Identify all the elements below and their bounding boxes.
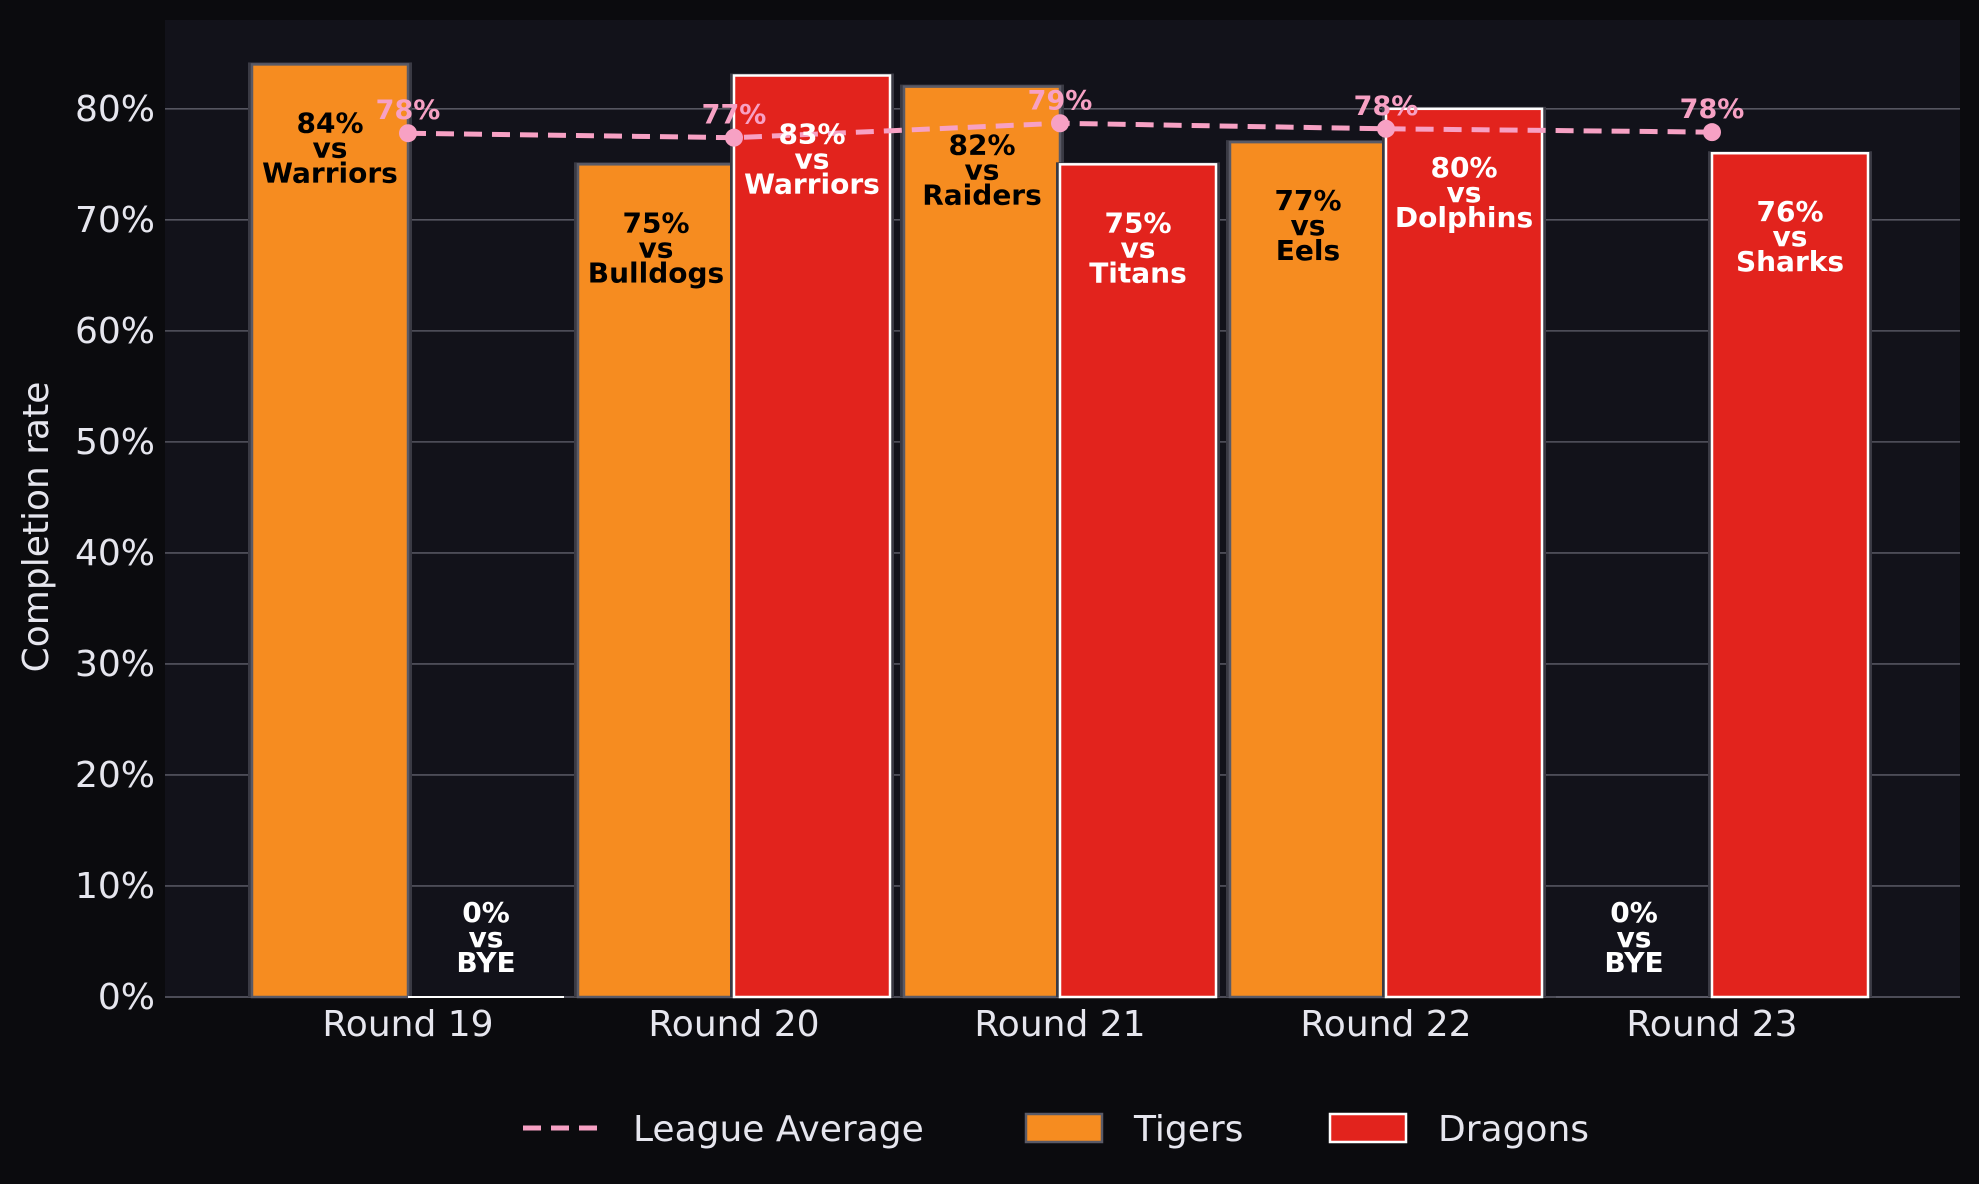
bars	[248, 62, 1872, 999]
bar-value-label: 76%	[1756, 195, 1823, 228]
league-average-point	[1051, 114, 1069, 133]
bar-value-label: Warriors	[744, 168, 880, 201]
bar-value-label: Warriors	[262, 156, 398, 189]
x-tick-label: Round 23	[1626, 1004, 1797, 1045]
league-average-point	[399, 124, 417, 143]
league-average-label: 79%	[1028, 85, 1093, 116]
x-tick-label: Round 20	[648, 1004, 819, 1045]
legend-tigers-swatch	[1024, 1112, 1104, 1144]
legend-dragons-label: Dragons	[1438, 1109, 1589, 1150]
legend-tigers-label: Tigers	[1133, 1109, 1243, 1150]
tigers-bar-19	[250, 63, 410, 999]
bar-value-label: 0%	[1610, 896, 1658, 929]
x-tick-label: Round 19	[322, 1004, 493, 1045]
bar-value-label: 75%	[1104, 206, 1171, 239]
bar-value-label: Bulldogs	[588, 256, 724, 289]
league-average-point	[1377, 119, 1395, 138]
league-average-label: 78%	[1680, 94, 1745, 125]
y-axis: 0% 10% 20% 30% 40% 50% 60% 70% 80%	[75, 89, 155, 1018]
y-tick-label: 70%	[75, 200, 155, 241]
bar-value-label: vs	[1617, 921, 1652, 954]
y-tick-label: 50%	[75, 422, 155, 463]
y-tick-label: 30%	[75, 644, 155, 685]
y-axis-label: Completion rate	[16, 382, 57, 673]
dragons-bar-21	[1058, 163, 1218, 999]
legend: League Average Tigers Dragons	[523, 1109, 1589, 1150]
dragons-bar-23	[1710, 151, 1870, 999]
bar-value-label: vs	[1447, 176, 1482, 209]
bar-value-label: vs	[965, 154, 1000, 187]
bar-value-label: vs	[1121, 231, 1156, 264]
bar-value-label: 0%	[462, 896, 510, 929]
bar-value-label: 80%	[1430, 151, 1497, 184]
x-axis: Round 19 Round 20 Round 21 Round 22 Round 23	[322, 1004, 1797, 1045]
tigers-bar-22	[1228, 140, 1388, 999]
bar-value-label: Sharks	[1736, 245, 1844, 278]
bar-value-label: Titans	[1089, 256, 1187, 289]
tigers-bar-20	[576, 163, 736, 999]
y-tick-label: 80%	[75, 89, 155, 130]
bar-value-label: vs	[313, 131, 348, 164]
y-tick-label: 40%	[75, 533, 155, 574]
bar-value-label: vs	[639, 231, 674, 264]
bar-value-label: Eels	[1276, 234, 1340, 267]
bar-value-label: 75%	[622, 206, 689, 239]
bar-value-label: 83%	[778, 118, 845, 151]
league-average-label: 78%	[1354, 91, 1419, 122]
league-average-label: 77%	[702, 100, 767, 131]
bar-value-label: BYE	[456, 946, 515, 979]
bar-value-label: vs	[1291, 209, 1326, 242]
tigers-bar-21	[902, 85, 1062, 999]
league-average-label: 78%	[376, 95, 441, 126]
bar-value-label: 84%	[296, 106, 363, 139]
x-tick-label: Round 21	[974, 1004, 1145, 1045]
bar-value-label: Dolphins	[1395, 201, 1533, 234]
bar-value-label: BYE	[1604, 946, 1663, 979]
bar-value-label: vs	[1773, 220, 1808, 253]
bar-value-label: Raiders	[922, 179, 1042, 212]
x-tick-label: Round 22	[1300, 1004, 1471, 1045]
bar-value-label: vs	[795, 143, 830, 176]
league-average-point	[1703, 123, 1721, 142]
bar-value-label: 82%	[948, 129, 1015, 162]
dragons-bar-20	[732, 74, 892, 999]
bar-value-label: vs	[469, 921, 504, 954]
y-tick-label: 10%	[75, 866, 155, 907]
league-average-point	[725, 128, 743, 147]
y-tick-label: 20%	[75, 755, 155, 796]
y-tick-label: 60%	[75, 311, 155, 352]
legend-dragons-swatch	[1328, 1112, 1408, 1144]
dragons-bar-22	[1384, 107, 1544, 999]
y-tick-label: 0%	[98, 977, 155, 1018]
league-average-line	[399, 114, 1721, 147]
bar-value-label: 77%	[1274, 184, 1341, 217]
legend-league-average-label: League Average	[633, 1109, 924, 1150]
